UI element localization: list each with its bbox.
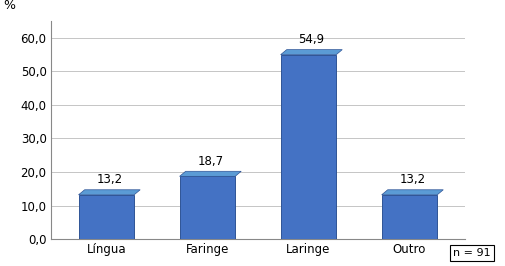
- Bar: [280, 55, 335, 239]
- Bar: [179, 176, 235, 239]
- Polygon shape: [381, 190, 442, 195]
- Text: 13,2: 13,2: [96, 173, 122, 186]
- Bar: [381, 195, 436, 239]
- Text: 54,9: 54,9: [298, 33, 324, 46]
- Text: n = 91: n = 91: [452, 248, 490, 258]
- Polygon shape: [280, 50, 341, 55]
- Y-axis label: %: %: [4, 0, 15, 12]
- Polygon shape: [179, 171, 241, 176]
- Bar: [78, 195, 134, 239]
- Text: 18,7: 18,7: [197, 155, 223, 168]
- Polygon shape: [78, 190, 140, 195]
- Text: 13,2: 13,2: [398, 173, 425, 186]
